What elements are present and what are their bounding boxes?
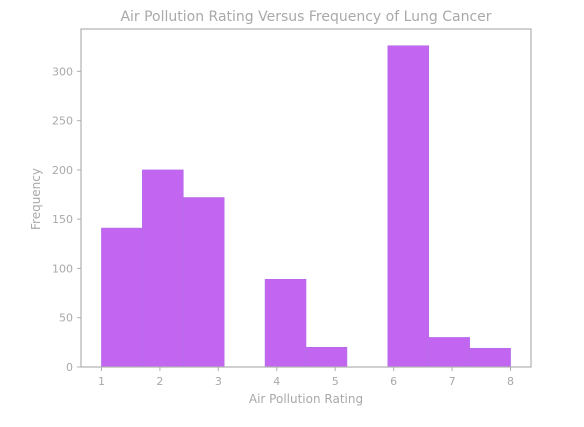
y-tick-label: 50 [59,312,73,325]
x-tick-label: 1 [98,375,105,388]
x-tick-label: 3 [215,375,222,388]
chart-title: Air Pollution Rating Versus Frequency of… [120,9,491,25]
histogram-bar-5 [305,346,348,368]
y-tick-label: 250 [52,115,73,128]
y-tick-label: 150 [52,213,73,226]
y-tick-label: 300 [52,65,73,78]
x-tick-label: 4 [273,375,280,388]
x-axis-ticks: 1 2 3 4 5 6 7 8 [98,367,514,388]
x-tick-label: 8 [507,375,514,388]
x-tick-label: 7 [449,375,456,388]
histogram-bar-2 [182,197,225,368]
x-tick-label: 6 [390,375,397,388]
y-tick-label: 200 [52,164,73,177]
histogram-bar-1 [142,169,184,368]
histogram-bar-8 [428,337,470,368]
histogram-bar-0 [101,227,143,368]
histogram-bar-4 [264,278,307,368]
histogram-bar-7 [387,45,430,368]
y-axis-ticks: 0 50 100 150 200 250 300 [52,65,81,374]
x-axis-label: Air Pollution Rating [249,392,363,406]
y-tick-label: 0 [66,361,73,374]
y-tick-label: 100 [52,262,73,275]
plot-frame [80,28,532,368]
y-axis-label: Frequency [29,168,43,230]
x-tick-label: 5 [332,375,339,388]
histogram-bar-9 [469,347,511,368]
x-tick-label: 2 [156,375,163,388]
bars-group [101,45,511,368]
